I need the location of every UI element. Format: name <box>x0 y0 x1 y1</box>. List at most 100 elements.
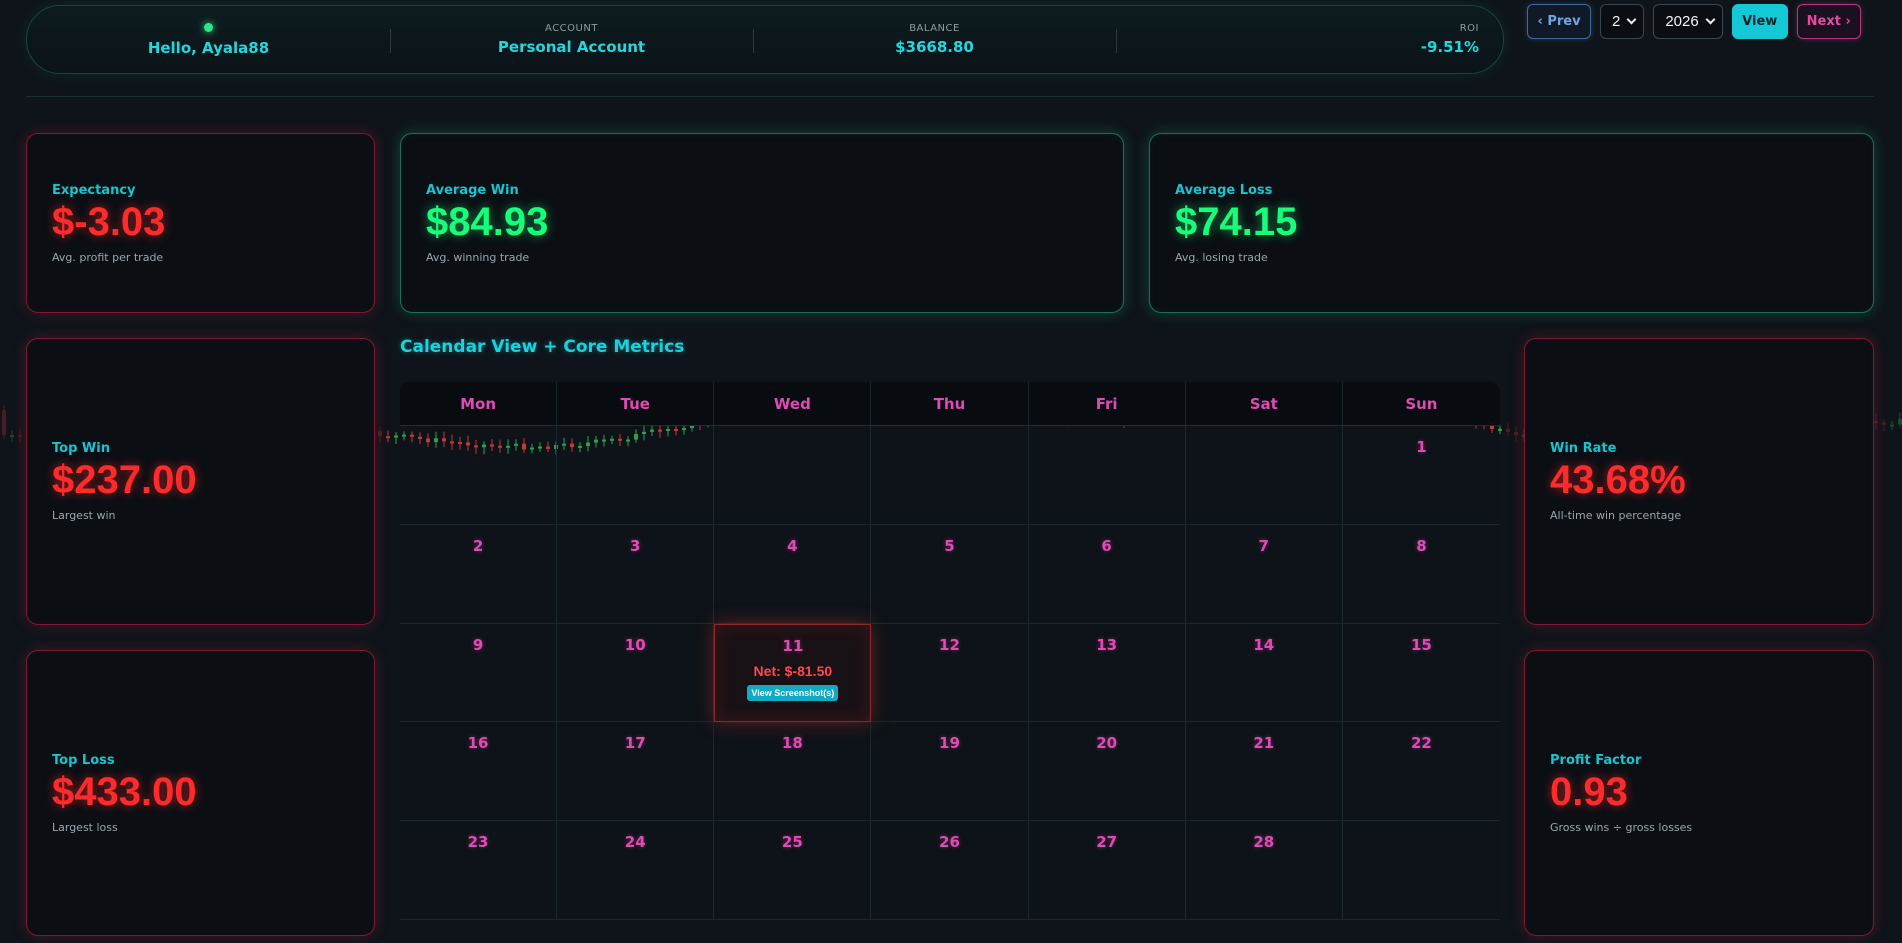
calendar-day-17[interactable]: 17 <box>557 722 715 822</box>
calendar-day-3[interactable]: 3 <box>557 524 715 624</box>
calendar-day-22[interactable]: 22 <box>1342 722 1500 822</box>
calendar-weekday-header: Mon Tue Wed Thu Fri Sat Sun <box>400 382 1500 426</box>
calendar-day-12[interactable]: 12 <box>871 623 1029 723</box>
calendar-day-4[interactable]: 4 <box>714 524 872 624</box>
calendar-day-24[interactable]: 24 <box>557 821 715 920</box>
day-number: 9 <box>472 635 484 654</box>
calendar-day-5[interactable]: 5 <box>871 524 1029 624</box>
card-title: Win Rate <box>1550 441 1617 456</box>
card-title: Top Win <box>52 441 110 456</box>
expectancy-card: Expectancy $-3.03 Avg. profit per trade <box>26 133 375 313</box>
day-number: 27 <box>1096 833 1118 852</box>
candle-body <box>1882 422 1886 425</box>
account-cell: ACCOUNT Personal Account <box>390 6 753 73</box>
card-subtitle: Avg. losing trade <box>1175 250 1268 264</box>
calendar-day-10[interactable]: 10 <box>557 623 715 723</box>
calendar-day-11[interactable]: 11 Net: $-81.50 View Screenshot(s) <box>714 623 872 723</box>
calendar-day-26[interactable]: 26 <box>871 821 1029 920</box>
calendar-grid: 1 2 3 4 5 6 7 8 9 10 11 Net: $-81.50 View Screenshot… <box>400 426 1500 920</box>
view-button[interactable]: View <box>1731 4 1788 39</box>
calendar-day-2[interactable]: 2 <box>400 524 558 624</box>
roi-label: ROI <box>1459 23 1479 34</box>
calendar-day-20[interactable]: 20 <box>1028 722 1186 822</box>
calendar-day-6[interactable]: 6 <box>1028 524 1186 624</box>
top-win-card: Top Win $237.00 Largest win <box>26 338 375 625</box>
calendar-day-23[interactable]: 23 <box>400 821 558 920</box>
calendar-day-empty <box>714 426 872 525</box>
header-divider <box>26 96 1874 97</box>
card-subtitle: Largest win <box>52 509 116 522</box>
day-number: 14 <box>1253 635 1275 654</box>
weekday-fri: Fri <box>1029 382 1186 425</box>
card-value: 0.93 <box>1550 769 1628 814</box>
candle-body <box>386 436 390 439</box>
online-status-dot <box>204 22 213 32</box>
card-subtitle: Avg. winning trade <box>426 250 530 264</box>
weekday-sat: Sat <box>1186 382 1343 425</box>
card-subtitle: All-time win percentage <box>1550 509 1682 522</box>
next-month-button[interactable]: Next › <box>1796 4 1861 39</box>
candle-body <box>18 435 22 438</box>
calendar-day-14[interactable]: 14 <box>1185 623 1343 723</box>
year-select[interactable]: 2026 <box>1653 4 1723 39</box>
calendar-day-13[interactable]: 13 <box>1028 623 1186 723</box>
calendar-day-empty <box>1028 426 1186 525</box>
day-number: 16 <box>467 734 489 753</box>
calendar-day-18[interactable]: 18 <box>714 722 872 822</box>
day-number: 4 <box>787 536 798 555</box>
day-number: 8 <box>1416 536 1427 555</box>
weekday-sun: Sun <box>1405 394 1438 413</box>
day-number: 21 <box>1253 734 1275 753</box>
calendar-day-28[interactable]: 28 <box>1185 821 1343 920</box>
calendar-day-21[interactable]: 21 <box>1185 722 1343 822</box>
day-number: 1 <box>1416 438 1427 456</box>
prev-month-button[interactable]: ‹ Prev <box>1527 4 1591 39</box>
roi-value: -9.51% <box>1420 38 1479 56</box>
candle-body <box>1890 424 1894 427</box>
calendar-day-25[interactable]: 25 <box>714 821 872 920</box>
card-title: Profit Factor <box>1550 752 1642 768</box>
card-subtitle: Largest loss <box>52 820 118 834</box>
card-title: Top Loss <box>52 752 115 768</box>
win-rate-card: Win Rate 43.68% All-time win percentage <box>1524 338 1874 625</box>
calendar-day-8[interactable]: 8 <box>1342 525 1500 624</box>
day-number: 18 <box>781 734 803 753</box>
day-number: 7 <box>1258 536 1269 555</box>
candle-body <box>1506 428 1510 433</box>
card-value: $433.00 <box>52 769 197 814</box>
calendar-day-empty <box>400 426 558 525</box>
weekday-thu: Thu <box>871 382 1029 425</box>
calendar-day-27[interactable]: 27 <box>1028 821 1186 920</box>
candle-body <box>1514 432 1518 436</box>
card-title: Average Loss <box>1175 182 1273 198</box>
weekday-wed: Wed <box>714 382 872 425</box>
balance-cell: BALANCE $3668.80 <box>753 6 1116 73</box>
day-number: 28 <box>1253 833 1275 852</box>
view-screenshots-button[interactable]: View Screenshot(s) <box>747 684 839 701</box>
day-number: 11 <box>782 636 804 655</box>
weekday-mon: Mon <box>400 382 558 425</box>
calendar-day-9[interactable]: 9 <box>400 623 558 723</box>
day-number: 19 <box>939 734 960 753</box>
calendar-day-1[interactable]: 1 <box>1342 426 1500 525</box>
calendar-day-19[interactable]: 19 <box>871 722 1029 822</box>
candle-body <box>394 435 398 438</box>
month-select[interactable]: 2 <box>1600 4 1645 39</box>
day-number: 10 <box>624 635 646 654</box>
day-number: 25 <box>781 833 803 852</box>
calendar-day-7[interactable]: 7 <box>1185 524 1343 624</box>
card-value: 43.68% <box>1550 458 1686 502</box>
candle-body <box>1898 418 1902 425</box>
calendar-day-empty <box>557 426 715 525</box>
account-label: ACCOUNT <box>545 23 598 34</box>
calendar-day-15[interactable]: 15 <box>1342 624 1500 723</box>
calendar-day-16[interactable]: 16 <box>400 722 558 822</box>
day-number: 23 <box>467 833 489 852</box>
card-title: Expectancy <box>52 182 136 198</box>
day-number: 24 <box>624 833 646 852</box>
balance-label: BALANCE <box>909 23 960 34</box>
account-header: Hello, Ayala88 ACCOUNT Personal Account … <box>26 5 1504 74</box>
calendar-day-empty <box>871 426 1029 525</box>
top-loss-card: Top Loss $433.00 Largest loss <box>26 650 375 936</box>
day-number: 6 <box>1101 536 1112 555</box>
